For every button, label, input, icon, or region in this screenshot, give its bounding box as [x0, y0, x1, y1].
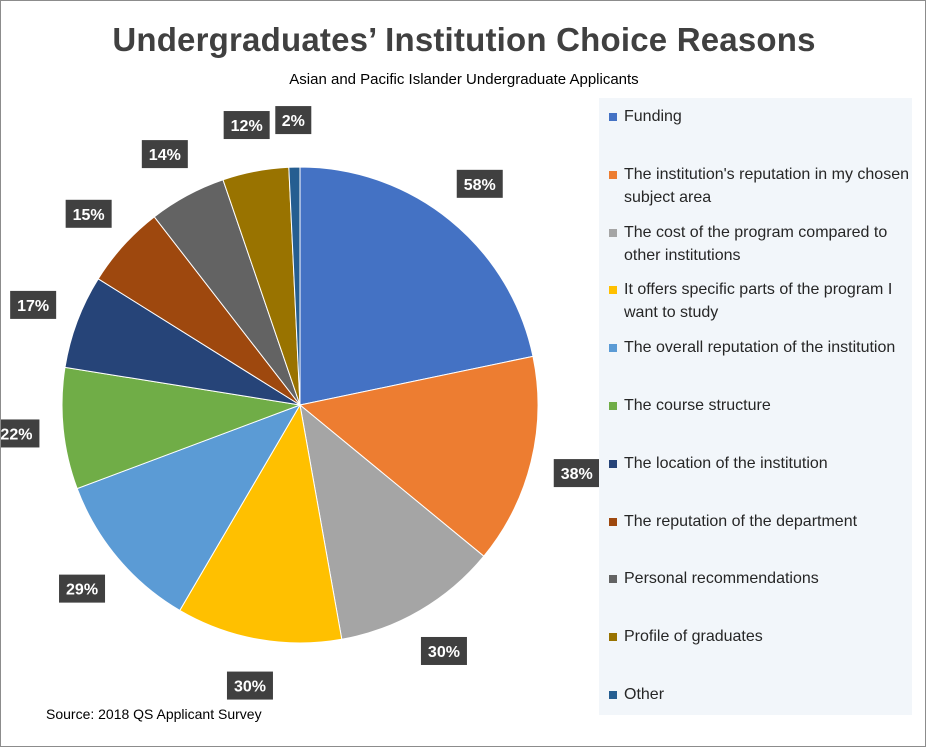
data-label-4: 29%: [59, 574, 106, 603]
pie-slice-10: [288, 166, 301, 406]
data-label-text: 17%: [17, 298, 49, 315]
legend-swatch: [609, 402, 617, 410]
data-label-2: 30%: [420, 636, 467, 665]
legend-label: The cost of the program compared to othe…: [624, 223, 888, 264]
legend-item-10: Other: [609, 683, 909, 706]
pie-slice-2: [299, 403, 485, 640]
legend-swatch: [609, 113, 617, 121]
data-label-8: 14%: [141, 140, 188, 169]
legend-label: Profile of graduates: [624, 628, 763, 646]
legend-swatch: [609, 633, 617, 642]
legend-label: Funding: [624, 108, 682, 125]
pie-slice-1: [298, 355, 539, 557]
data-label-6: 17%: [10, 290, 57, 319]
legend-item-4: The overall reputation of the institutio…: [609, 336, 909, 359]
legend-item-7: The reputation of the department: [609, 510, 909, 533]
data-label-text: 14%: [149, 147, 181, 164]
data-label-text: 30%: [428, 644, 460, 661]
data-label-text: 22%: [1, 426, 32, 443]
legend-item-1: The institution's reputation in my chose…: [609, 163, 909, 209]
source-note: Source: 2018 QS Applicant Survey: [46, 706, 262, 722]
data-label-text: 30%: [234, 679, 266, 696]
legend-label: The course structure: [624, 397, 771, 414]
legend-item-6: The location of the institution: [609, 452, 909, 475]
data-label-text: 58%: [464, 177, 496, 194]
legend-label: The institution's reputation in my chose…: [624, 165, 909, 206]
data-label-box: [420, 636, 467, 665]
legend-label: The reputation of the department: [624, 512, 858, 530]
data-label-box: [141, 140, 188, 169]
data-label-text: 38%: [561, 466, 593, 483]
legend-swatch: [609, 170, 617, 179]
pie-slice-3: [179, 403, 343, 644]
data-label-box: [456, 169, 503, 198]
data-label-text: 2%: [282, 113, 305, 130]
data-label-text: 29%: [66, 582, 98, 599]
legend-label: The overall reputation of the institutio…: [624, 339, 896, 357]
data-label-box: [223, 111, 270, 140]
legend-item-2: The cost of the program compared to othe…: [609, 221, 909, 267]
data-label-text: 12%: [231, 118, 263, 135]
chart-subtitle: Asian and Pacific Islander Undergraduate…: [289, 71, 639, 88]
chart-title: Undergraduates’ Institution Choice Reaso…: [112, 21, 816, 58]
pie-slice-0: [299, 166, 534, 406]
data-label-box: [275, 106, 312, 135]
legend-label: The location of the institution: [624, 454, 828, 472]
legend-item-5: The course structure: [609, 394, 909, 417]
data-label-box: [59, 574, 106, 603]
data-label-text: 15%: [73, 207, 105, 224]
legend-swatch: [609, 517, 617, 526]
data-label-box: [10, 290, 57, 319]
data-label-box: [1, 419, 40, 448]
data-label-box: [226, 671, 273, 700]
data-label-9: 12%: [223, 111, 270, 140]
legend-swatch: [609, 286, 617, 295]
pie-slice-5: [61, 366, 302, 490]
legend-label: Personal recommendations: [624, 570, 819, 588]
legend-swatch: [609, 459, 617, 468]
legend: Funding The institution's reputation in m…: [599, 98, 912, 715]
legend-swatch: [609, 344, 617, 353]
data-label-10: 2%: [275, 106, 312, 135]
legend-label: Other: [624, 686, 665, 703]
data-label-0: 58%: [456, 169, 503, 198]
legend-item-3: It offers specific parts of the program …: [609, 278, 909, 324]
data-label-7: 15%: [65, 199, 112, 228]
data-label-3: 30%: [226, 671, 273, 700]
pie-slice-4: [76, 404, 302, 612]
data-label-5: 22%: [1, 419, 40, 448]
legend-swatch: [609, 575, 617, 584]
data-label-box: [65, 199, 112, 228]
legend-label: It offers specific parts of the program …: [624, 281, 893, 322]
legend-swatch: [609, 228, 617, 237]
legend-item-0: Funding: [609, 105, 909, 128]
legend-swatch: [609, 691, 617, 699]
legend-item-8: Personal recommendations: [609, 567, 909, 590]
legend-item-9: Profile of graduates: [609, 625, 909, 648]
data-label-box: [553, 459, 600, 488]
data-label-1: 38%: [553, 459, 600, 488]
